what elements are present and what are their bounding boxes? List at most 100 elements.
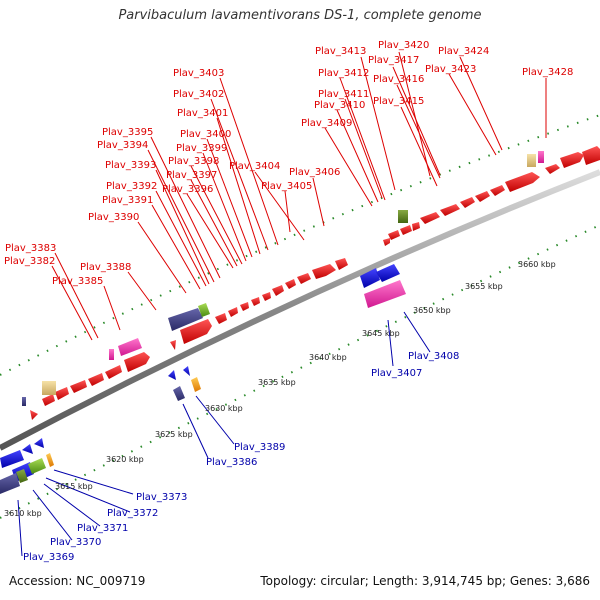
gene-label: Plav_3417 — [368, 55, 419, 66]
genome-backbone — [0, 169, 600, 451]
accession-text: Accession: NC_009719 — [9, 574, 146, 588]
gene-label: Plav_3395 — [102, 127, 153, 138]
gene-arrow — [240, 302, 249, 311]
gene-label: Plav_3420 — [378, 40, 429, 51]
tick-label: 3610 kbp — [4, 509, 42, 518]
gene-block — [364, 280, 406, 308]
forward-strand-genes — [30, 146, 600, 420]
gene-block — [118, 338, 142, 356]
tick-label: 3640 kbp — [309, 353, 347, 362]
gene-label: Plav_3386 — [206, 457, 257, 468]
top-gene-labels: Plav_3413 Plav_3420 Plav_3424 Plav_3417 … — [4, 40, 573, 287]
gene-arrow — [312, 264, 336, 279]
gene-label: Plav_3382 — [4, 256, 55, 267]
gene-arrow — [124, 352, 150, 372]
gene-arrow — [360, 268, 380, 288]
gene-label: Plav_3394 — [97, 140, 148, 151]
gene-label: Plav_3409 — [301, 118, 352, 129]
gene-block — [191, 377, 201, 392]
tick-label: 3630 kbp — [205, 404, 243, 413]
gene-arrow — [440, 204, 460, 216]
gene-label: Plav_3399 — [176, 143, 227, 154]
gene-arrow — [545, 164, 560, 174]
gene-block — [538, 151, 544, 163]
gene-arrow — [251, 297, 260, 306]
gene-arrow — [215, 313, 227, 324]
gene-label: Plav_3407 — [371, 368, 422, 379]
gene-arrow — [170, 340, 176, 350]
gene-label: Plav_3391 — [102, 195, 153, 206]
gene-arrow — [297, 273, 311, 284]
gene-label: Plav_3412 — [318, 68, 369, 79]
gene-label: Plav_3413 — [315, 46, 366, 57]
reverse-strand-genes — [0, 264, 406, 494]
gene-label: Plav_3411 — [318, 89, 369, 100]
gene-arrow — [460, 197, 475, 208]
genome-summary-text: Topology: circular; Length: 3,914,745 bp… — [260, 574, 590, 588]
gene-block — [42, 381, 56, 395]
gene-label: Plav_3408 — [408, 351, 459, 362]
tick-label: 3655 kbp — [465, 282, 503, 291]
bottom-leader-lines — [17, 311, 431, 557]
tick-label: 3615 kbp — [55, 482, 93, 491]
tick-label: 3620 kbp — [106, 455, 144, 464]
gene-label: Plav_3383 — [5, 243, 56, 254]
gene-block — [109, 349, 114, 360]
map-title: Parvibaculum lavamentivorans DS-1, compl… — [118, 8, 482, 23]
gene-arrow — [105, 365, 122, 379]
gene-block — [0, 473, 20, 494]
gene-label: Plav_3392 — [106, 181, 157, 192]
gene-arrow — [55, 387, 69, 400]
gene-label: Plav_3428 — [522, 67, 573, 78]
bottom-tick-track — [0, 224, 600, 519]
gene-label: Plav_3390 — [88, 212, 139, 223]
gene-label: Plav_3404 — [229, 161, 280, 172]
gene-arrow — [42, 394, 55, 406]
gene-label: Plav_3393 — [105, 160, 156, 171]
gene-label: Plav_3397 — [166, 170, 217, 181]
tick-label: 3645 kbp — [362, 329, 400, 338]
gene-label: Plav_3401 — [177, 108, 228, 119]
gene-arrow — [88, 373, 104, 386]
gene-label: Plav_3370 — [50, 537, 101, 548]
gene-arrow — [22, 444, 33, 454]
gene-arrow — [560, 152, 584, 168]
gene-arrow — [400, 225, 412, 235]
tick-label: 3650 kbp — [413, 306, 451, 315]
forward-strand-other-genes — [22, 151, 544, 406]
gene-arrow — [505, 172, 540, 192]
gene-block — [198, 303, 210, 317]
gene-block — [46, 453, 54, 467]
gene-label: Plav_3406 — [289, 167, 340, 178]
gene-arrow — [30, 410, 38, 420]
gene-arrow — [335, 258, 348, 270]
gene-label: Plav_3396 — [162, 184, 213, 195]
gene-arrow — [70, 380, 87, 393]
kbp-tick-labels: 3610 kbp 3615 kbp 3620 kbp 3625 kbp 3630… — [4, 260, 556, 518]
gene-arrow — [285, 279, 296, 289]
bottom-gene-labels: Plav_3408 Plav_3407 Plav_3389 Plav_3386 … — [23, 351, 459, 563]
gene-label: Plav_3400 — [180, 129, 231, 140]
gene-label: Plav_3371 — [77, 523, 128, 534]
top-leader-lines — [51, 51, 547, 341]
gene-block — [168, 308, 203, 331]
tick-label: 3625 kbp — [155, 430, 193, 439]
gene-block — [398, 210, 408, 223]
gene-arrow — [412, 222, 420, 231]
gene-arrow — [262, 292, 271, 301]
gene-label: Plav_3405 — [261, 181, 312, 192]
gene-arrow — [383, 238, 390, 246]
gene-label: Plav_3373 — [136, 492, 187, 503]
tick-label: 3660 kbp — [518, 260, 556, 269]
gene-label: Plav_3415 — [373, 96, 424, 107]
gene-arrow — [168, 370, 176, 380]
gene-arrow — [180, 319, 212, 344]
gene-label: Plav_3398 — [168, 156, 219, 167]
gene-label: Plav_3372 — [107, 508, 158, 519]
gene-label: Plav_3416 — [373, 74, 424, 85]
gene-arrow — [475, 191, 490, 202]
gene-arrow — [0, 450, 24, 468]
gene-arrow — [490, 185, 505, 196]
gene-arrow — [388, 230, 400, 240]
